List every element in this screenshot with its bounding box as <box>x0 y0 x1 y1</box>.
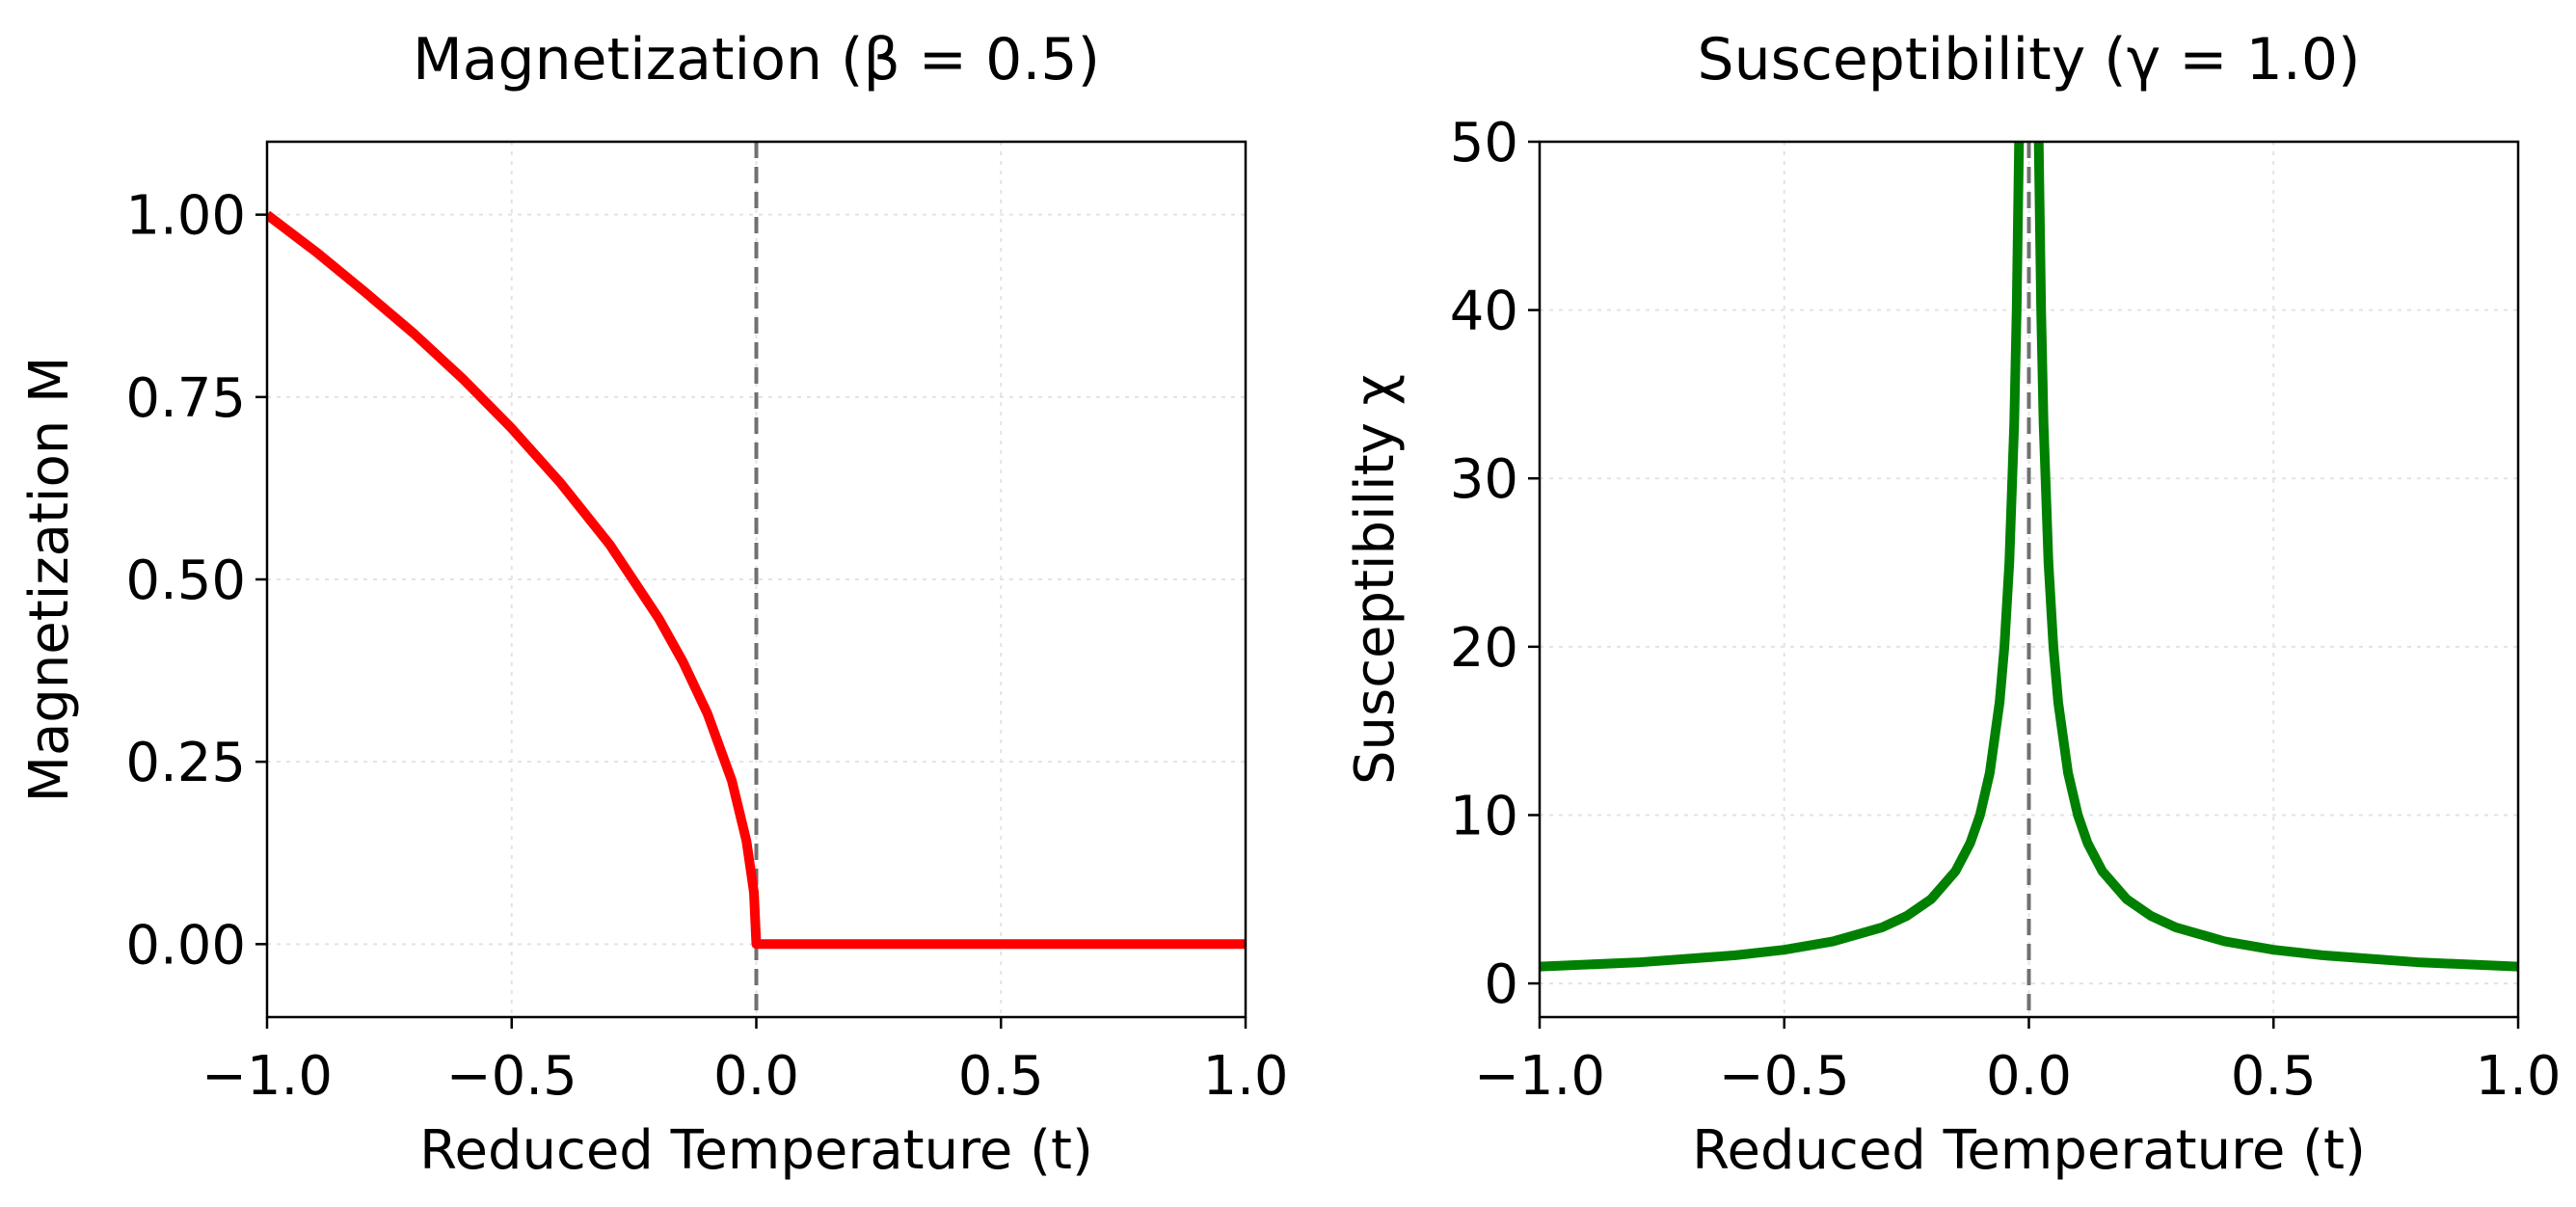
susceptibility-x-tick-label: 1.0 <box>2475 1045 2561 1108</box>
susceptibility-x-tick-label: −0.5 <box>1719 1045 1850 1108</box>
susceptibility-y-axis-label: Susceptibility χ <box>1344 374 1407 785</box>
susceptibility-y-tick-label: 20 <box>1450 617 1518 680</box>
magnetization-curve <box>267 210 1246 950</box>
magnetization-y-tick-label: 0.00 <box>125 914 246 977</box>
magnetization-panel: −1.0 −0.5 0.0 0.5 1.0 0.00 0.25 0.50 0.75 1.00 Mag… <box>18 26 1289 1182</box>
susceptibility-y-tick-label: 50 <box>1450 112 1518 174</box>
susceptibility-panel: −1.0 −0.5 0.0 0.5 1.0 0 10 20 30 40 50 Susceptibili… <box>1344 26 2562 1182</box>
susceptibility-x-tick-label: −1.0 <box>1474 1045 1605 1108</box>
magnetization-chart-title: Magnetization (β = 0.5) <box>413 26 1100 94</box>
magnetization-y-tick-label: 0.50 <box>125 550 246 612</box>
magnetization-x-tick-label: 1.0 <box>1202 1045 1288 1108</box>
susceptibility-chart-title: Susceptibility (γ = 1.0) <box>1698 26 2361 94</box>
magnetization-y-tick-label: 0.75 <box>125 367 246 430</box>
susceptibility-y-tick-label: 40 <box>1450 281 1518 343</box>
magnetization-y-tick-label: 1.00 <box>125 185 246 248</box>
susceptibility-curve-2 <box>2033 142 2518 972</box>
susceptibility-x-tick-label: 0.0 <box>1986 1045 2072 1108</box>
susceptibility-x-tick-label: 0.5 <box>2231 1045 2317 1108</box>
magnetization-x-tick-label: −1.0 <box>201 1045 333 1108</box>
magnetization-x-tick-label: 0.5 <box>958 1045 1044 1108</box>
susceptibility-y-tick-label: 30 <box>1450 448 1518 511</box>
magnetization-x-tick-label: 0.0 <box>713 1045 799 1108</box>
susceptibility-y-tick-label: 0 <box>1484 953 1518 1016</box>
susceptibility-x-axis-label: Reduced Temperature (t) <box>1692 1119 2366 1182</box>
magnetization-x-tick-label: −0.5 <box>446 1045 577 1108</box>
magnetization-y-axis-label: Magnetization M <box>18 357 81 803</box>
susceptibility-y-tick-label: 10 <box>1450 785 1518 847</box>
magnetization-y-tick-label: 0.25 <box>125 732 246 794</box>
susceptibility-curve-1 <box>1540 142 2025 972</box>
magnetization-x-axis-label: Reduced Temperature (t) <box>419 1119 1093 1182</box>
